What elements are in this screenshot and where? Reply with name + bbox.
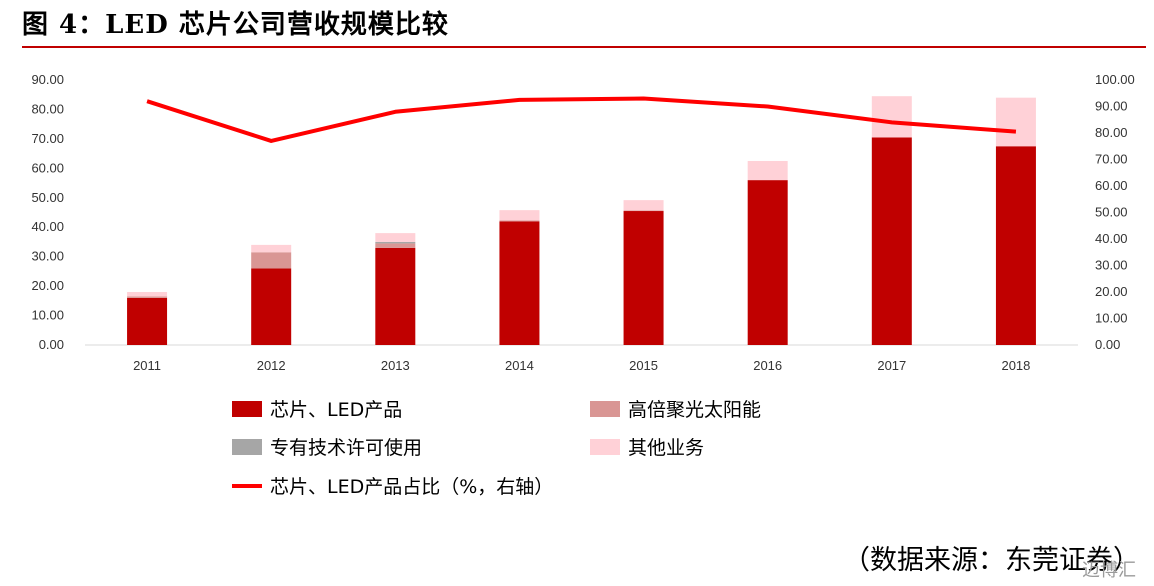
right-tick-label: 40.00 [1095, 231, 1128, 246]
bar-license-2013 [375, 241, 416, 244]
bar-chip-2014 [499, 221, 540, 345]
left-tick-label: 60.00 [31, 160, 64, 175]
bar-solar-2012 [251, 252, 292, 269]
bar-other-2016 [747, 160, 788, 181]
legend-item-solar: 高倍聚光太阳能 [590, 395, 761, 422]
right-tick-label: 20.00 [1095, 284, 1128, 299]
bar-chip-2015 [623, 211, 664, 345]
bar-other-2013 [375, 233, 416, 242]
bar-other-2011 [127, 292, 168, 297]
left-tick-label: 30.00 [31, 249, 64, 264]
share-line [146, 96, 1017, 143]
x-tick-label: 2017 [877, 358, 906, 373]
x-tick-label: 2011 [133, 358, 161, 373]
legend-item-chip: 芯片、LED产品 [232, 395, 402, 422]
title-rule [22, 46, 1146, 48]
watermark: 迈博汇 [1082, 560, 1136, 581]
legend-item-line: 芯片、LED产品占比（%，右轴） [232, 472, 553, 499]
right-tick-label: 80.00 [1095, 125, 1128, 140]
bar-other-2017 [871, 96, 912, 138]
bar-chip-2011 [127, 297, 168, 345]
right-tick-label: 90.00 [1095, 99, 1128, 114]
bar-chip-2018 [995, 146, 1036, 345]
bar-solar-2014 [499, 220, 540, 222]
x-tick-label: 2015 [629, 358, 658, 373]
left-tick-label: 20.00 [31, 278, 64, 293]
right-tick-label: 10.00 [1095, 311, 1128, 326]
legend-label-chip: 芯片、LED产品 [270, 399, 403, 421]
left-tick-label: 70.00 [31, 131, 64, 146]
x-tick-label: 2012 [257, 358, 286, 373]
left-tick-label: 50.00 [31, 190, 64, 205]
right-tick-label: 30.00 [1095, 258, 1128, 273]
legend-label-other: 其他业务 [628, 437, 705, 459]
figure-title: 图 4：LED 芯片公司营收规模比较 [22, 10, 449, 40]
legend-item-other: 其他业务 [590, 433, 704, 460]
right-axis: 0.00 10.00 20.00 30.00 40.00 50.00 60.00 70.00 8… [1095, 72, 1135, 352]
left-tick-label: 80.00 [31, 101, 64, 116]
legend-swatch-line [232, 483, 262, 488]
x-tick-label: 2014 [505, 358, 534, 373]
legend-label-license: 专有技术许可使用 [270, 437, 423, 459]
bar-solar-2013 [375, 243, 416, 248]
bar-chip-2013 [375, 247, 416, 345]
bar-other-2014 [499, 210, 540, 221]
x-axis: 2011 2012 2013 2014 2015 2016 2017 2018 [133, 358, 1030, 373]
source-note: （数据来源：东莞证券） [843, 545, 1140, 576]
right-tick-label: 0.00 [1095, 337, 1120, 352]
bar-solar-2011 [127, 296, 168, 298]
bar-other-2018 [995, 97, 1036, 147]
bar-other-2015 [623, 200, 664, 211]
legend-item-license: 专有技术许可使用 [232, 433, 422, 460]
bar-group [127, 96, 1036, 345]
right-tick-label: 70.00 [1095, 152, 1128, 167]
left-axis: 0.00 10.00 20.00 30.00 40.00 50.00 60.00 70.00 8… [31, 72, 64, 352]
legend-label-solar: 高倍聚光太阳能 [628, 399, 762, 421]
x-tick-label: 2013 [381, 358, 410, 373]
x-tick-label: 2018 [1001, 358, 1030, 373]
left-tick-label: 40.00 [31, 219, 64, 234]
bar-chip-2016 [747, 180, 788, 345]
revenue-chart: 0.00 10.00 20.00 30.00 40.00 50.00 60.00 70.00 8… [31, 72, 1135, 373]
legend-label-line: 芯片、LED产品占比（%，右轴） [270, 476, 554, 498]
x-tick-label: 2016 [753, 358, 782, 373]
legend-swatch-solar [590, 400, 620, 417]
left-tick-label: 90.00 [31, 72, 64, 87]
bar-solar-2015 [623, 210, 664, 212]
legend-swatch-license [232, 438, 262, 455]
legend-swatch-other [590, 438, 620, 455]
right-tick-label: 60.00 [1095, 178, 1128, 193]
left-tick-label: 10.00 [31, 308, 64, 323]
bar-chip-2012 [251, 268, 292, 345]
legend-swatch-chip [232, 400, 262, 417]
left-tick-label: 0.00 [39, 337, 64, 352]
right-tick-label: 100.00 [1095, 72, 1135, 87]
bar-chip-2017 [871, 137, 912, 345]
bar-other-2012 [251, 244, 292, 253]
right-tick-label: 50.00 [1095, 205, 1128, 220]
